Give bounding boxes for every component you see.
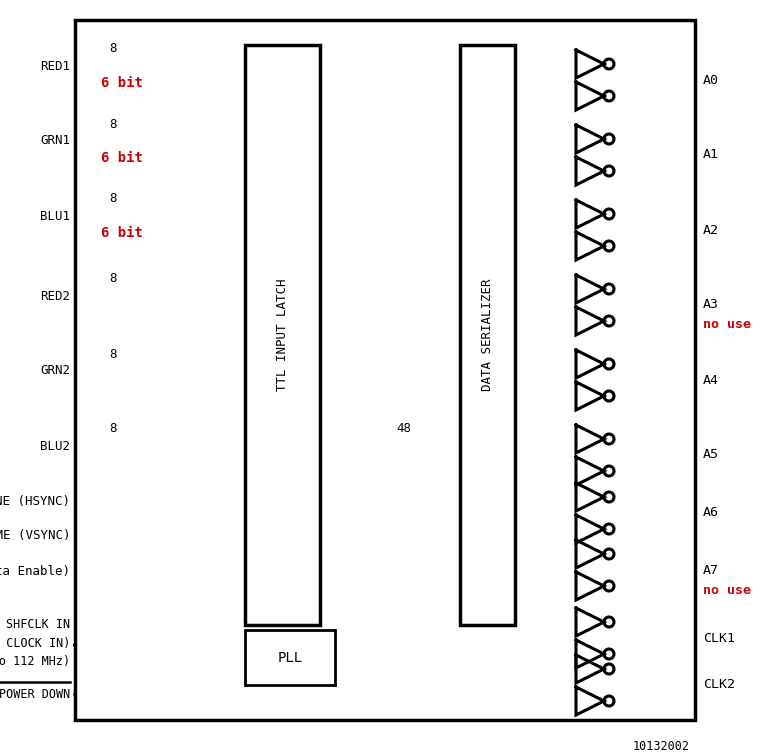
Bar (245, 630, 335, 685)
Bar (75, 20, 695, 720)
Text: FPFRAME (VSYNC): FPFRAME (VSYNC) (0, 529, 70, 542)
Text: GRN1: GRN1 (40, 134, 70, 148)
Text: GRN2: GRN2 (40, 364, 70, 378)
Text: no use: no use (703, 318, 751, 332)
Text: 8: 8 (109, 422, 117, 436)
Text: A5: A5 (703, 449, 719, 461)
Text: 8: 8 (109, 348, 117, 360)
Text: A3: A3 (703, 299, 719, 311)
Text: 8: 8 (109, 118, 117, 130)
Text: 6 bit: 6 bit (101, 151, 143, 165)
Text: 8: 8 (109, 192, 117, 206)
Text: 6 bit: 6 bit (101, 76, 143, 90)
Text: 8: 8 (109, 272, 117, 286)
Text: no use: no use (703, 584, 751, 596)
Text: (32.5 to 112 MHz): (32.5 to 112 MHz) (0, 654, 70, 667)
Bar (245, 45, 320, 625)
Text: PLL: PLL (278, 651, 302, 664)
Text: 6 bit: 6 bit (101, 226, 143, 240)
Text: 8: 8 (109, 42, 117, 56)
Text: SHFCLK IN: SHFCLK IN (6, 618, 70, 632)
Text: A7: A7 (703, 563, 719, 577)
Text: BLU1: BLU1 (40, 210, 70, 222)
Text: (TRANSMIT CLOCK IN): (TRANSMIT CLOCK IN) (0, 636, 70, 649)
Text: A1: A1 (703, 149, 719, 161)
Text: RED1: RED1 (40, 60, 70, 72)
Text: A0: A0 (703, 73, 719, 87)
Text: 48: 48 (396, 422, 411, 436)
Text: POWER DOWN: POWER DOWN (0, 688, 70, 700)
Text: A4: A4 (703, 373, 719, 387)
Text: DATA SERIALIZER: DATA SERIALIZER (481, 279, 494, 391)
Text: A2: A2 (703, 223, 719, 237)
Text: 10132002: 10132002 (633, 740, 690, 753)
Text: TTL INPUT LATCH: TTL INPUT LATCH (276, 279, 289, 391)
Text: DRDY (Data Enable): DRDY (Data Enable) (0, 565, 70, 578)
Text: CLK1: CLK1 (703, 632, 735, 645)
Text: RED2: RED2 (40, 290, 70, 302)
Text: A6: A6 (703, 507, 719, 520)
Bar (460, 45, 515, 625)
Text: FPLINE (HSYNC): FPLINE (HSYNC) (0, 495, 70, 507)
Text: BLU2: BLU2 (40, 440, 70, 452)
Text: CLK2: CLK2 (703, 679, 735, 691)
